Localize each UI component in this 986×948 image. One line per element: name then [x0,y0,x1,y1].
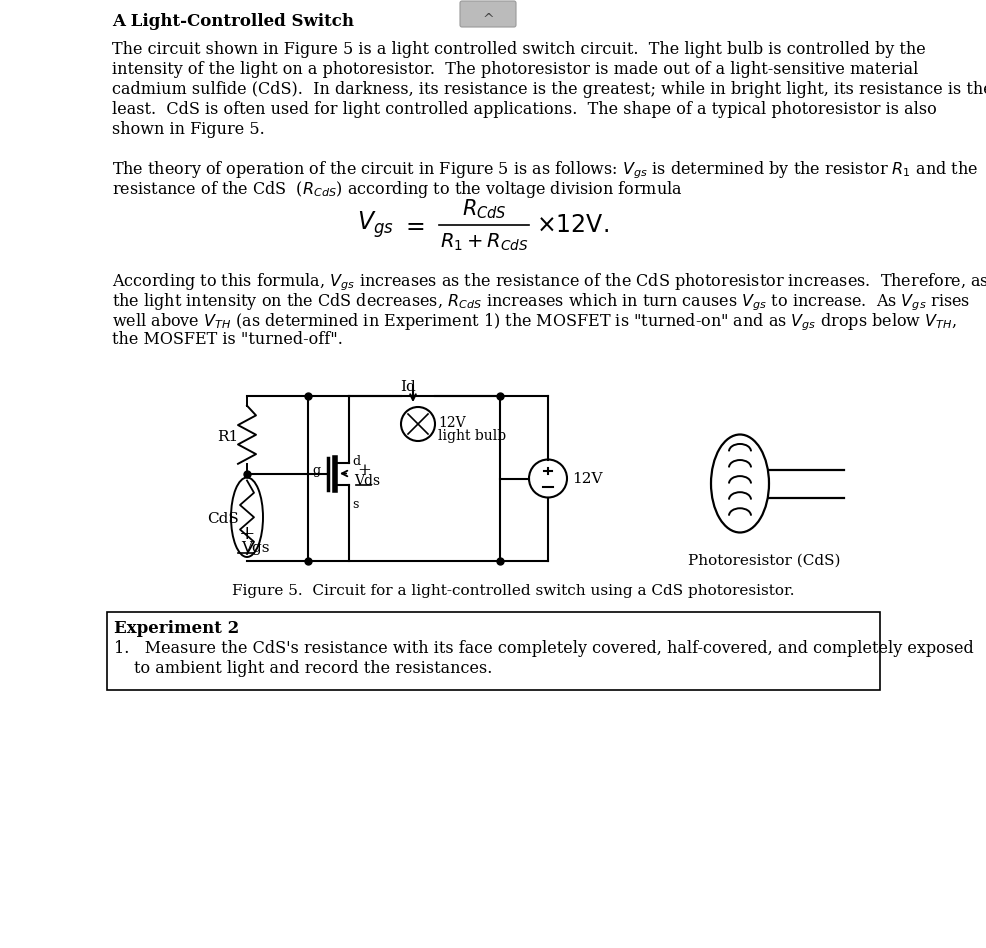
Text: +: + [357,462,371,479]
Text: light bulb: light bulb [438,429,506,443]
Text: Vgs: Vgs [241,541,269,556]
Text: Photoresistor (CdS): Photoresistor (CdS) [687,554,840,568]
Text: Vds: Vds [354,473,380,487]
Text: $V_{gs}$: $V_{gs}$ [357,210,393,241]
Text: intensity of the light on a photoresistor.  The photoresistor is made out of a l: intensity of the light on a photoresisto… [111,61,917,78]
Text: 12V: 12V [572,471,601,485]
Text: According to this formula, $V_{gs}$ increases as the resistance of the CdS photo: According to this formula, $V_{gs}$ incr… [111,271,986,293]
Text: the light intensity on the CdS decreases, $R_{CdS}$ increases which in turn caus: the light intensity on the CdS decreases… [111,291,969,313]
Text: the MOSFET is "turned-off".: the MOSFET is "turned-off". [111,331,342,348]
Text: A Light-Controlled Switch: A Light-Controlled Switch [111,13,354,30]
Text: 1.   Measure the CdS's resistance with its face completely covered, half-covered: 1. Measure the CdS's resistance with its… [114,640,973,657]
Text: CdS: CdS [207,512,239,526]
Text: shown in Figure 5.: shown in Figure 5. [111,121,264,138]
Text: Experiment 2: Experiment 2 [114,620,239,637]
Text: $R_{CdS}$: $R_{CdS}$ [461,197,506,221]
Text: s: s [352,498,358,511]
Text: g: g [312,464,319,477]
Text: The theory of operation of the circuit in Figure 5 is as follows: $V_{gs}$ is de: The theory of operation of the circuit i… [111,159,977,181]
Text: Figure 5.  Circuit for a light-controlled switch using a CdS photoresistor.: Figure 5. Circuit for a light-controlled… [232,584,794,598]
Text: Id: Id [399,380,415,394]
Text: well above $V_{TH}$ (as determined in Experiment 1) the MOSFET is "turned-on" an: well above $V_{TH}$ (as determined in Ex… [111,311,955,333]
Text: ^: ^ [482,13,493,27]
Text: least.  CdS is often used for light controlled applications.  The shape of a typ: least. CdS is often used for light contr… [111,101,936,118]
Text: $=$: $=$ [400,213,424,236]
Text: +: + [239,525,255,543]
Text: resistance of the CdS  ($R_{CdS}$) according to the voltage division formula: resistance of the CdS ($R_{CdS}$) accord… [111,179,682,200]
Text: $R_1 + R_{CdS}$: $R_1 + R_{CdS}$ [439,231,528,253]
Text: cadmium sulfide (CdS).  In darkness, its resistance is the greatest; while in br: cadmium sulfide (CdS). In darkness, its … [111,81,986,98]
Text: to ambient light and record the resistances.: to ambient light and record the resistan… [134,660,492,677]
Text: $\times 12\mathrm{V}.$: $\times 12\mathrm{V}.$ [535,213,608,236]
Text: d: d [352,454,360,467]
Text: 12V: 12V [438,416,465,430]
Text: R1: R1 [217,429,238,444]
Text: The circuit shown in Figure 5 is a light controlled switch circuit.  The light b: The circuit shown in Figure 5 is a light… [111,41,925,58]
FancyBboxPatch shape [459,1,516,27]
